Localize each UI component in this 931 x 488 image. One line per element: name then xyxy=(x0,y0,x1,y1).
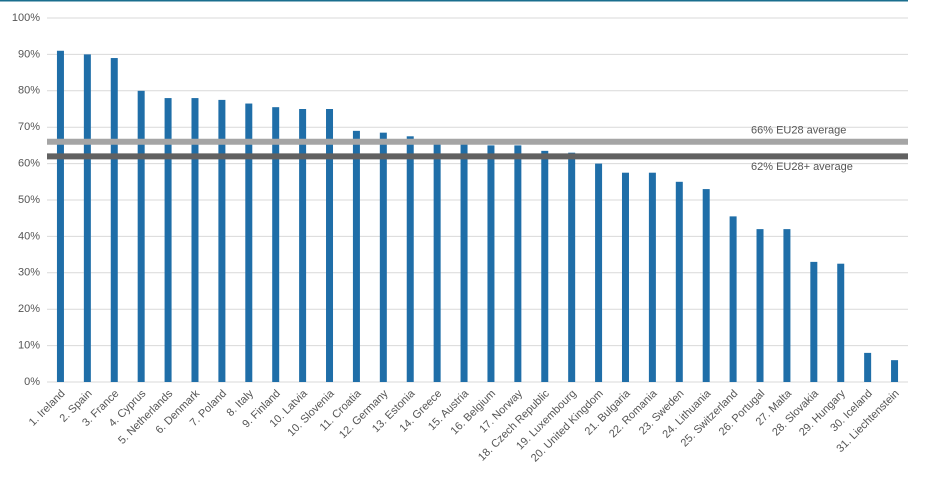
bar xyxy=(837,263,845,382)
y-tick-label: 40% xyxy=(18,230,40,242)
y-tick-label: 0% xyxy=(24,376,40,388)
bar xyxy=(675,181,683,382)
bar xyxy=(352,130,360,382)
bar xyxy=(326,109,334,382)
bar xyxy=(568,152,576,382)
bar xyxy=(514,145,522,382)
reference-label: 66% EU28 average xyxy=(751,125,846,137)
x-tick-label: 1. Ireland xyxy=(27,388,68,429)
bar xyxy=(810,261,818,382)
bar xyxy=(487,145,495,382)
bar xyxy=(245,103,253,382)
bar xyxy=(729,216,737,382)
bar xyxy=(891,360,899,382)
bar xyxy=(460,143,468,382)
bar xyxy=(595,163,603,382)
bar xyxy=(621,172,629,382)
y-tick-label: 30% xyxy=(18,267,40,279)
bar xyxy=(702,189,710,382)
y-tick-label: 80% xyxy=(18,85,40,97)
y-tick-label: 20% xyxy=(18,303,40,315)
y-tick-label: 50% xyxy=(18,194,40,206)
reference-label: 62% EU28+ average xyxy=(751,161,853,173)
bar xyxy=(864,352,872,382)
bar xyxy=(110,58,118,382)
bar xyxy=(756,229,764,382)
bar xyxy=(648,172,656,382)
bar xyxy=(56,50,64,382)
bar xyxy=(191,98,199,382)
bar xyxy=(299,109,307,382)
y-tick-label: 90% xyxy=(18,48,40,60)
y-tick-label: 70% xyxy=(18,121,40,133)
y-tick-label: 10% xyxy=(18,340,40,352)
bar xyxy=(272,107,280,383)
bar xyxy=(783,229,791,382)
bar xyxy=(137,90,145,383)
bar xyxy=(83,54,91,383)
bar xyxy=(379,132,387,382)
bar xyxy=(541,150,549,382)
y-tick-label: 100% xyxy=(12,12,40,24)
bar xyxy=(406,136,414,382)
bar xyxy=(218,99,226,383)
y-tick-label: 60% xyxy=(18,158,40,170)
bar xyxy=(433,141,441,382)
bar xyxy=(164,98,172,382)
